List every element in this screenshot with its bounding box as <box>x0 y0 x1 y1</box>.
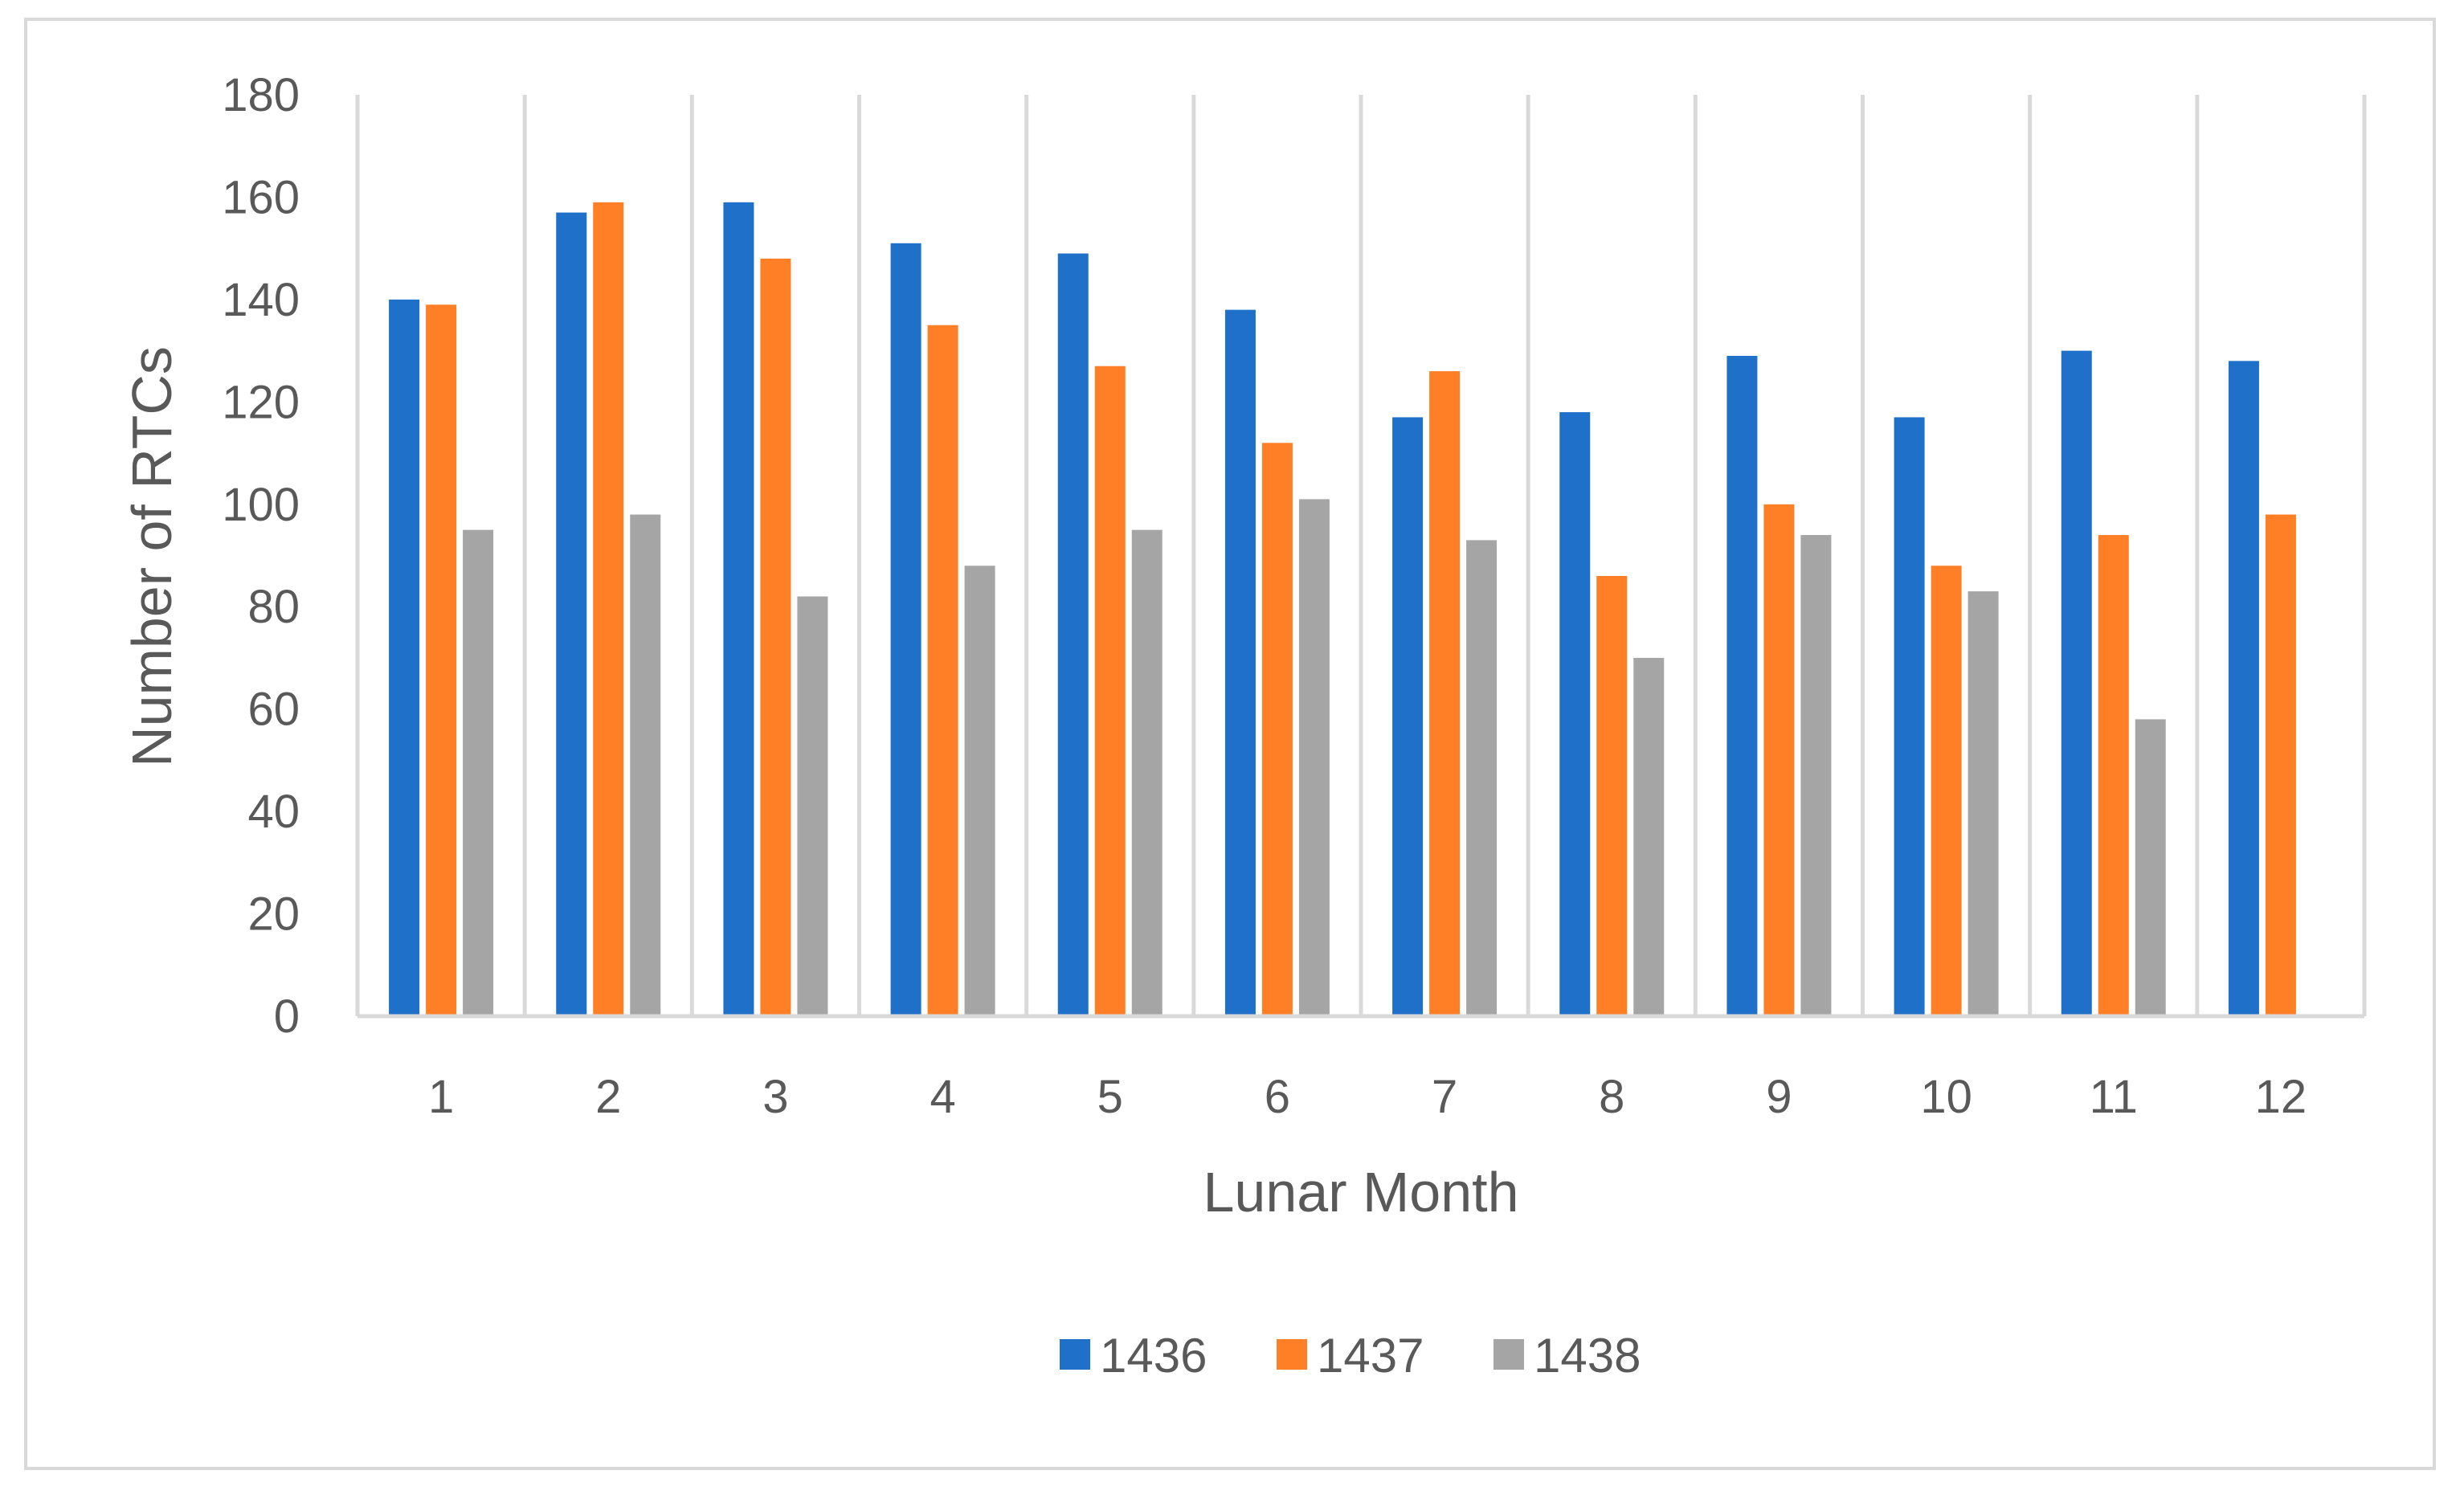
y-axis-ticks: 0 20 40 60 80 100 120 140 160 180 <box>222 69 300 1043</box>
bar-1436-month-3 <box>723 202 754 1017</box>
x-tick-label: 5 <box>1097 1071 1123 1123</box>
bar-1437-month-10 <box>1931 566 1962 1016</box>
bar-1436-month-11 <box>2061 350 2092 1017</box>
x-tick-label: 11 <box>2090 1071 2138 1123</box>
bar-1437-month-11 <box>2098 535 2129 1016</box>
y-tick-label: 100 <box>222 479 300 531</box>
legend-label: 1436 <box>1100 1329 1207 1383</box>
bar-1437-month-8 <box>1596 575 1628 1016</box>
bar-1437-month-5 <box>1094 366 1126 1016</box>
bar-1438-month-1 <box>463 529 494 1016</box>
x-tick-label: 10 <box>1920 1071 1972 1123</box>
y-tick-label: 0 <box>274 990 300 1043</box>
bar-1436-month-10 <box>1894 417 1925 1016</box>
bar-1438-month-9 <box>1800 535 1832 1016</box>
bar-1438-month-11 <box>2135 719 2166 1016</box>
legend-item-1436: 1436 <box>1060 1329 1207 1383</box>
y-tick-label: 60 <box>247 684 300 736</box>
bar-1437-month-4 <box>927 325 958 1016</box>
x-tick-label: 9 <box>1766 1071 1792 1123</box>
bar-1436-month-4 <box>890 243 921 1016</box>
bar-1436-month-8 <box>1559 412 1591 1016</box>
legend-item-1437: 1437 <box>1277 1329 1424 1383</box>
bar-1438-month-3 <box>797 596 828 1016</box>
legend-swatch <box>1494 1339 1524 1370</box>
y-axis-title: Number of RTCs <box>121 346 183 767</box>
bar-1438-month-4 <box>964 566 995 1016</box>
y-tick-label: 160 <box>222 171 300 223</box>
series-1436 <box>389 202 2259 1017</box>
y-tick-label: 20 <box>247 888 300 941</box>
bar-1436-month-12 <box>2228 361 2259 1016</box>
x-tick-label: 7 <box>1432 1071 1457 1123</box>
y-tick-label: 40 <box>247 786 300 838</box>
x-tick-label: 4 <box>930 1071 955 1123</box>
x-tick-label: 12 <box>2255 1071 2307 1123</box>
bar-1437-month-6 <box>1261 443 1293 1016</box>
x-axis-title: Lunar Month <box>1203 1161 1518 1223</box>
bar-1438-month-6 <box>1298 499 1330 1016</box>
legend-swatch <box>1277 1339 1307 1370</box>
bar-1437-month-3 <box>760 258 791 1016</box>
y-tick-label: 180 <box>222 69 300 121</box>
bars <box>389 202 2296 1017</box>
y-tick-label: 80 <box>247 581 300 633</box>
x-tick-label: 1 <box>428 1071 454 1123</box>
y-tick-label: 140 <box>222 274 300 326</box>
x-axis-ticks: 1 2 3 4 5 6 7 8 9 10 11 12 <box>428 1071 2307 1123</box>
bar-1436-month-1 <box>389 299 420 1016</box>
bar-1436-month-9 <box>1726 355 1758 1016</box>
bar-1436-month-6 <box>1224 309 1256 1017</box>
series-1438 <box>463 499 2166 1016</box>
legend: 1436 1437 1438 <box>1060 1329 1641 1383</box>
bar-1438-month-8 <box>1633 657 1665 1016</box>
x-tick-label: 3 <box>762 1071 788 1123</box>
series-1437 <box>426 202 2296 1017</box>
legend-item-1438: 1438 <box>1494 1329 1641 1383</box>
bar-1438-month-10 <box>1968 591 1999 1016</box>
x-tick-label: 8 <box>1599 1071 1624 1123</box>
bar-1437-month-12 <box>2265 514 2296 1016</box>
y-tick-label: 120 <box>222 376 300 428</box>
bar-1436-month-5 <box>1057 253 1089 1016</box>
bar-1437-month-9 <box>1763 504 1795 1016</box>
x-tick-label: 6 <box>1265 1071 1290 1123</box>
legend-swatch <box>1060 1339 1090 1370</box>
gridlines <box>355 95 2367 1016</box>
legend-label: 1438 <box>1534 1329 1641 1383</box>
bar-1436-month-7 <box>1392 417 1424 1016</box>
bar-1437-month-2 <box>593 202 624 1017</box>
bar-1437-month-1 <box>426 304 457 1016</box>
bar-1437-month-7 <box>1429 371 1461 1017</box>
bar-1436-month-2 <box>556 212 587 1016</box>
legend-label: 1437 <box>1317 1329 1424 1383</box>
bar-1438-month-2 <box>630 514 661 1016</box>
bar-1438-month-5 <box>1131 529 1163 1016</box>
bar-1438-month-7 <box>1466 540 1498 1016</box>
x-tick-label: 2 <box>595 1071 621 1123</box>
